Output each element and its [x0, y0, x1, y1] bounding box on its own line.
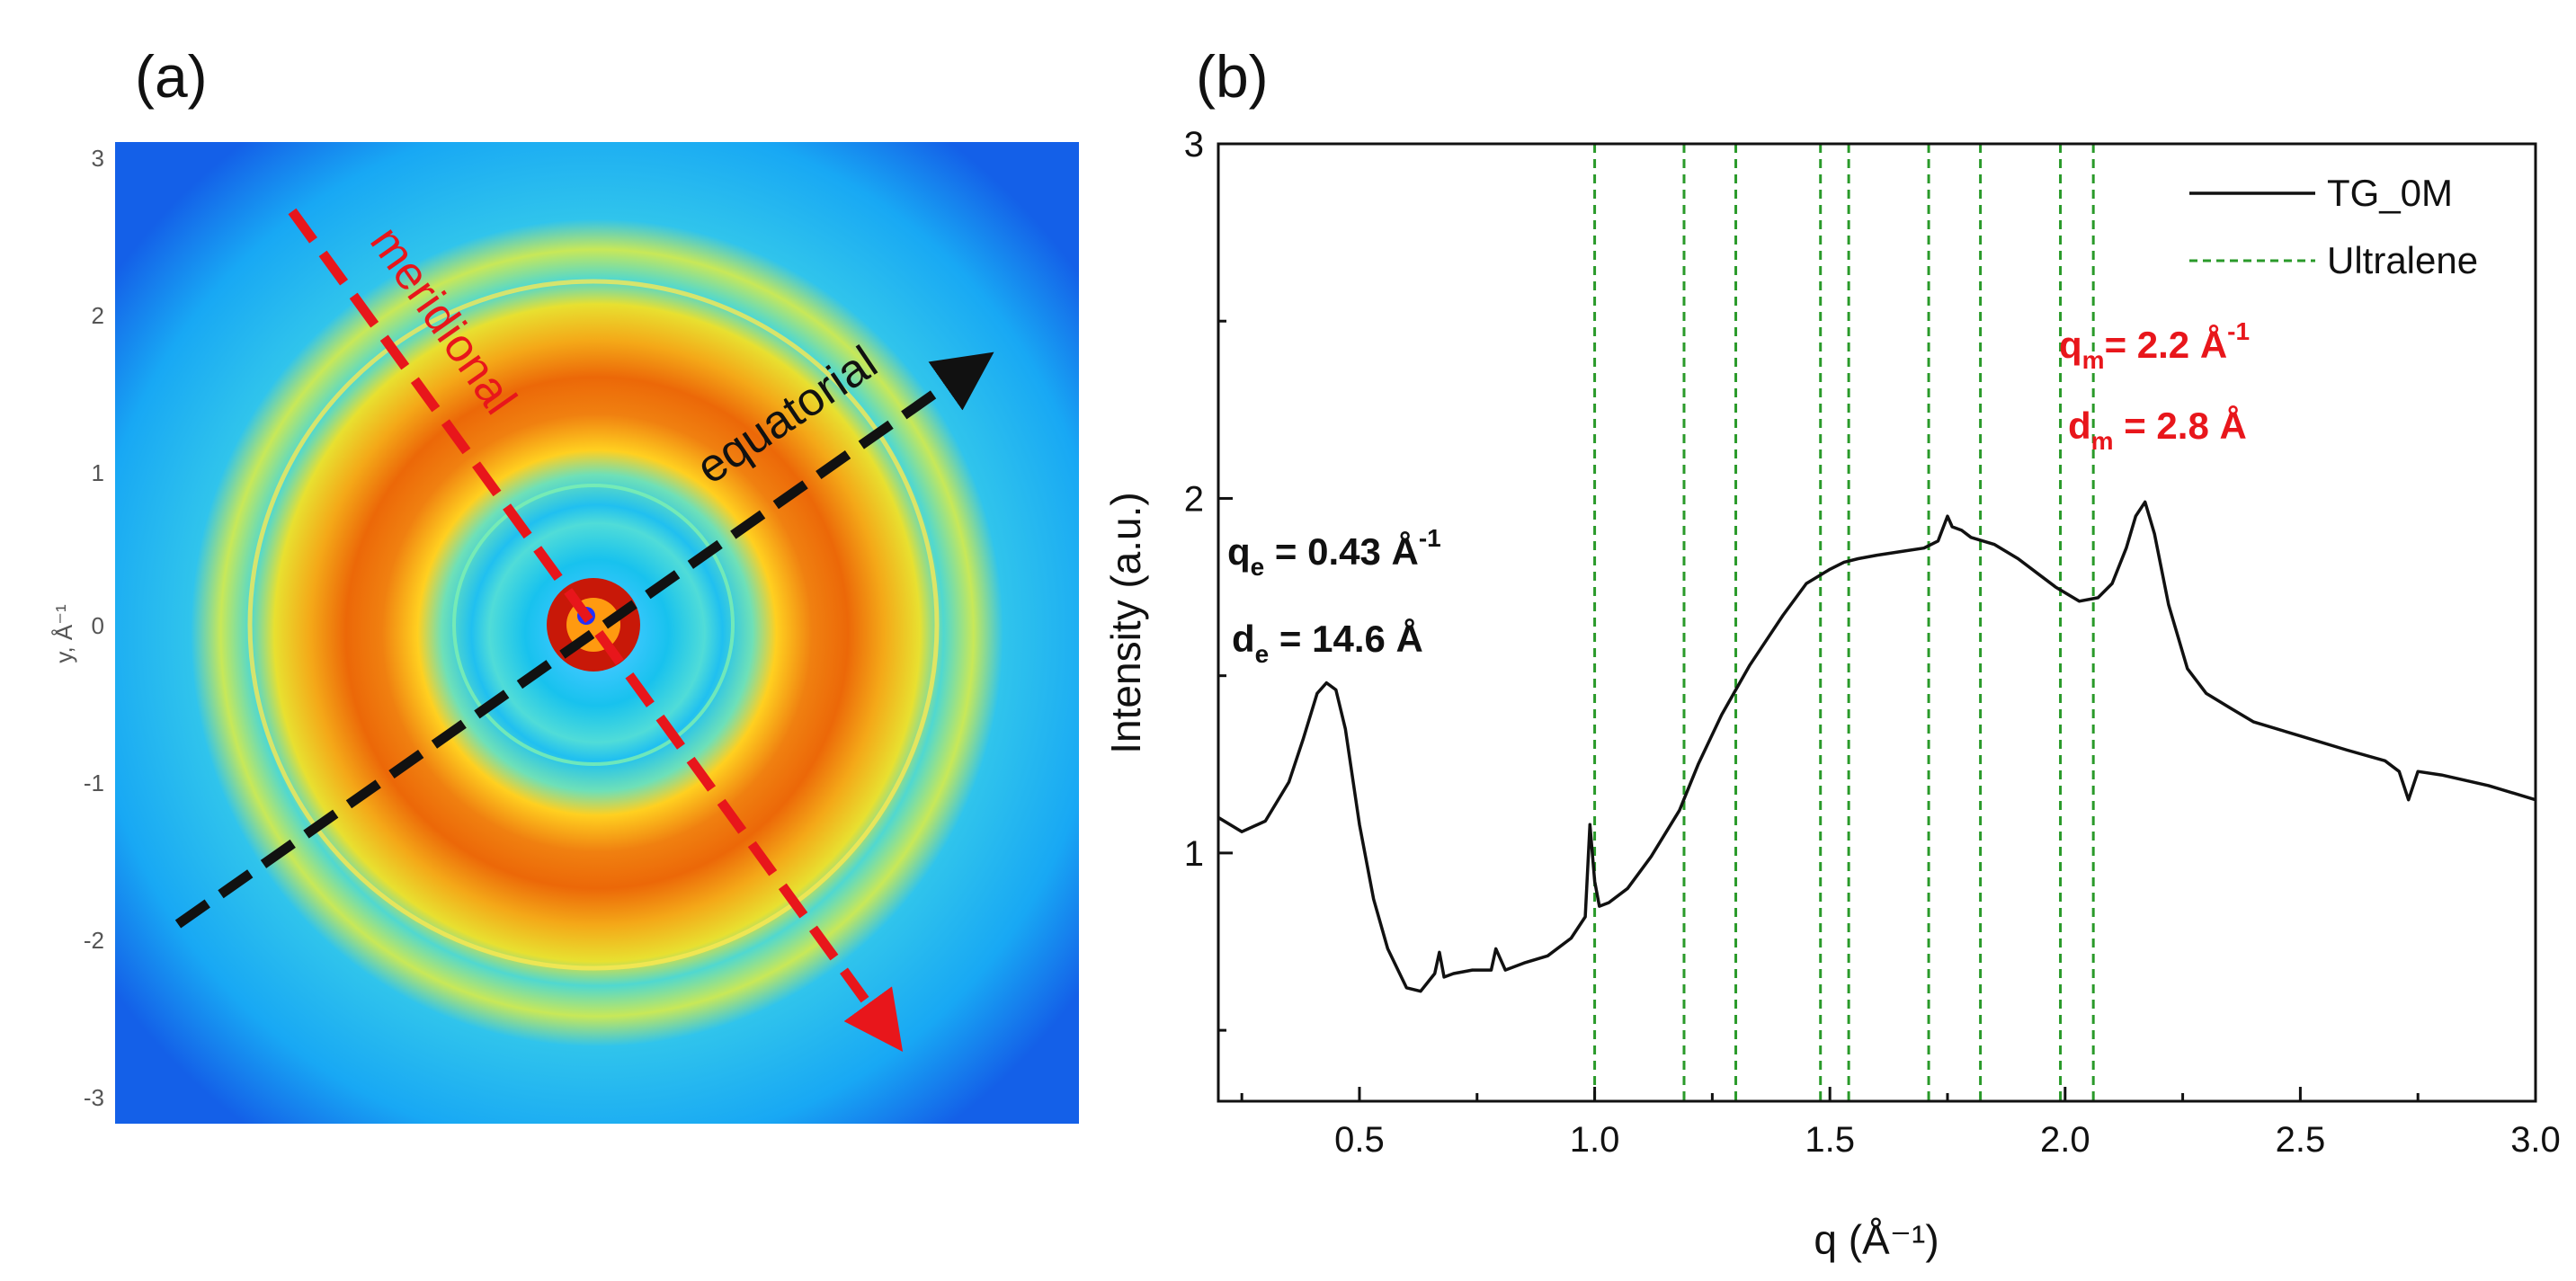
- diffraction-ring-inner: [452, 484, 735, 766]
- diffraction-pattern: [115, 142, 1079, 1124]
- x-tick-label: 3.0: [2510, 1120, 2561, 1160]
- diffraction-ring-outer: [247, 279, 940, 971]
- panel-a-ytick: -1: [84, 769, 104, 796]
- y-tick-label: 3: [1184, 125, 1204, 165]
- panel-b-label: (b): [1196, 43, 1269, 110]
- annotation-dm: dm = 2.8 Å: [2068, 405, 2247, 455]
- equatorial-arrow: [174, 351, 994, 929]
- legend: TG_0M Ultralene: [2189, 172, 2478, 281]
- x-tick-label: 0.5: [1334, 1120, 1385, 1160]
- plot-frame: [1217, 142, 2537, 1103]
- panel-a-ytick: 2: [92, 302, 104, 329]
- panel-a-y-axis-label: y, Å⁻¹: [50, 604, 77, 663]
- y-tick-label: 2: [1184, 479, 1204, 519]
- x-tick-label: 1.5: [1805, 1120, 1855, 1160]
- series-line-tg_0m: [1218, 500, 2536, 993]
- panel-a-y-axis: 3 2 1 0 -1 -2 -3 y, Å⁻¹: [50, 145, 104, 1111]
- panel-a-ytick: -3: [84, 1084, 104, 1111]
- legend-label-tg0m: TG_0M: [2327, 172, 2453, 214]
- x-axis-title: q (Å⁻¹): [1814, 1216, 1939, 1263]
- y-tick-label: 1: [1184, 834, 1204, 874]
- y-axis-title: Intensity (a.u.): [1102, 492, 1149, 753]
- panel-a-ytick: 3: [92, 145, 104, 172]
- panel-a-ytick: 1: [92, 459, 104, 486]
- x-axis: 0.5 1.0 1.5 2.0 2.5 3.0: [1240, 1087, 2561, 1160]
- x-tick-label: 2.0: [2040, 1120, 2090, 1160]
- panel-a-label: (a): [135, 43, 208, 110]
- ultralene-lines: [1593, 144, 2095, 1101]
- intensity-chart: 0.5 1.0 1.5 2.0 2.5 3.0 1 2 3 q (Å⁻¹) Intensity…: [1102, 125, 2561, 1263]
- panel-a-ytick: -2: [84, 927, 104, 954]
- meridional-arrow: [288, 208, 904, 1053]
- x-tick-label: 1.0: [1570, 1120, 1620, 1160]
- annotation-qe: qe = 0.43 Å-1: [1227, 524, 1441, 581]
- annotation-qm: qm= 2.2 Å-1: [2059, 317, 2250, 374]
- panel-a-ytick: 0: [92, 612, 104, 639]
- x-tick-label: 2.5: [2276, 1120, 2326, 1160]
- y-axis: 1 2 3: [1184, 125, 1233, 1032]
- legend-label-ultralene: Ultralene: [2327, 239, 2478, 281]
- curve-layer: [1218, 500, 2536, 993]
- annotation-de: de = 14.6 Å: [1232, 618, 1423, 668]
